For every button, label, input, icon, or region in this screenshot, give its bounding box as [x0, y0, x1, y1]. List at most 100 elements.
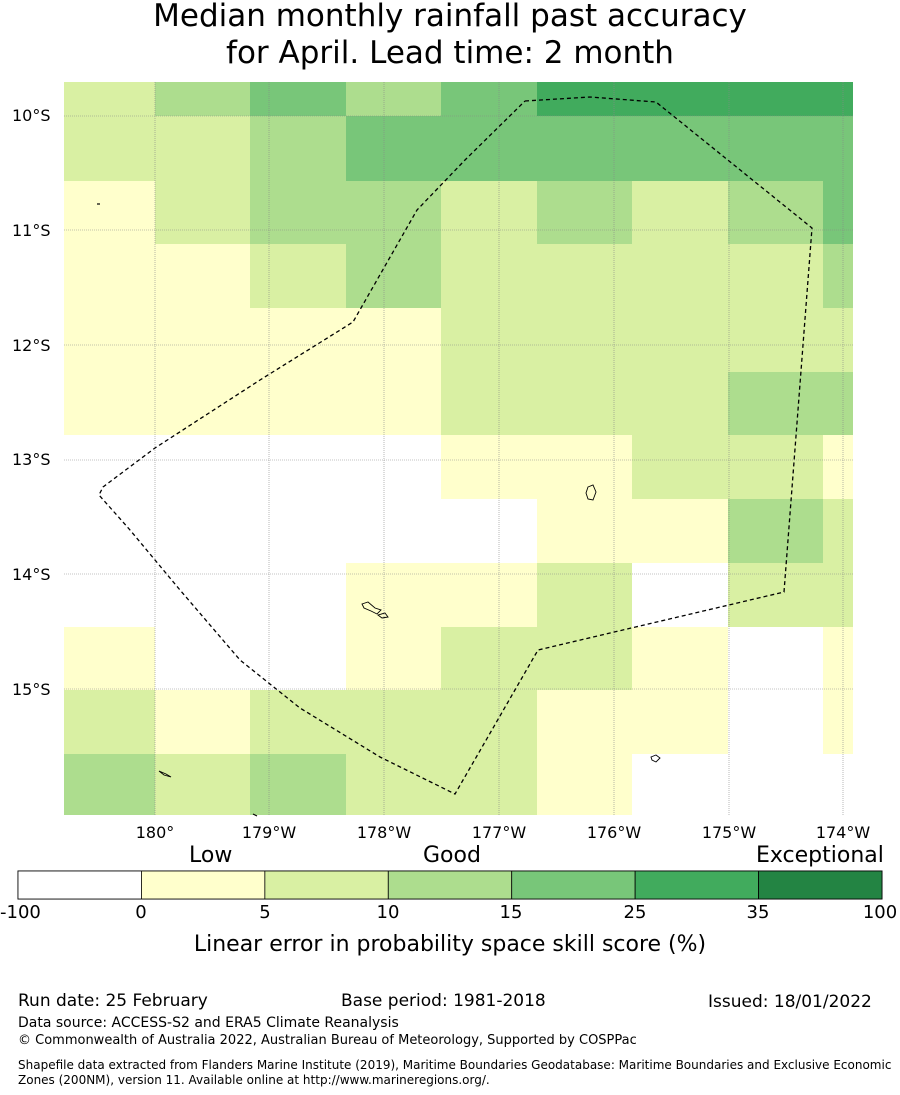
- grid-cell: [823, 116, 853, 181]
- grid-cell: [632, 308, 728, 372]
- lon-label-174w: 174°W: [816, 823, 871, 842]
- colorbar-swatch: [634, 870, 759, 900]
- grid-cell: [632, 116, 728, 181]
- grid-cell: [155, 435, 250, 499]
- grid-cell: [537, 627, 632, 690]
- colorbar-swatch: [264, 870, 389, 900]
- lat-label-15s: 15°S: [12, 680, 51, 699]
- grid-cell: [64, 563, 155, 627]
- grid-cell: [728, 563, 823, 627]
- grid-cell: [823, 754, 853, 815]
- grid-cell: [537, 116, 632, 181]
- grid-cell: [64, 372, 155, 435]
- grid-cell: [728, 499, 823, 563]
- issued-date: Issued: 18/01/2022: [708, 992, 872, 1012]
- islands: [97, 203, 661, 817]
- grid-cell: [632, 244, 728, 308]
- grid-cell: [441, 82, 537, 116]
- grid-cell: [632, 181, 728, 244]
- colorbar-swatch: [511, 870, 636, 900]
- colorbar-tick-10: 10: [376, 902, 400, 923]
- grid-cell: [823, 181, 853, 244]
- colorbar-swatch: [17, 870, 142, 900]
- grid-cell: [346, 82, 441, 116]
- grid-cell: [441, 308, 537, 372]
- colorbar-swatch: [758, 870, 883, 900]
- grid-cell: [346, 563, 441, 627]
- grid-cell: [64, 499, 155, 563]
- grid-cell: [64, 116, 155, 181]
- grid-cell: [155, 244, 250, 308]
- colorbar-label: Linear error in probability space skill …: [193, 932, 707, 957]
- grid-cell: [728, 754, 823, 815]
- grid-cell: [823, 690, 853, 754]
- grid-cell: [64, 435, 155, 499]
- grid-cell: [64, 244, 155, 308]
- grid-cell: [346, 499, 441, 563]
- grid-cell: [155, 82, 250, 116]
- colorbar-tick-35: 35: [746, 902, 770, 923]
- colorbar: [17, 870, 883, 900]
- grid-cell: [346, 116, 441, 181]
- shapefile-credit: Shapefile data extracted from Flanders M…: [18, 1058, 892, 1087]
- grid-cell: [155, 499, 250, 563]
- grid-cell: [346, 372, 441, 435]
- grid-cell: [632, 435, 728, 499]
- grid-cell: [823, 563, 853, 627]
- grid-cell: [632, 82, 728, 116]
- lon-label-180: 180°: [136, 823, 175, 842]
- colorbar-tick-25: 25: [623, 902, 647, 923]
- grid-cell: [441, 181, 537, 244]
- grid-cell: [346, 244, 441, 308]
- grid-cell: [64, 308, 155, 372]
- category-low: Low: [189, 843, 233, 868]
- map-title-line-1: Median monthly rainfall past accuracy: [153, 0, 747, 34]
- grid-cell: [250, 372, 346, 435]
- grid-cell: [441, 690, 537, 754]
- grid-cell: [632, 690, 728, 754]
- grid-cell: [537, 244, 632, 308]
- eez-boundary: [98, 96, 813, 795]
- grid-cell: [155, 563, 250, 627]
- lat-label-12s: 12°S: [12, 336, 51, 355]
- grid-cell: [64, 754, 155, 815]
- grid-cell: [537, 690, 632, 754]
- grid-cell: [250, 754, 346, 815]
- grid-cell: [346, 690, 441, 754]
- grid-cell: [728, 82, 823, 116]
- grid-cell: [250, 499, 346, 563]
- grid-cell: [441, 244, 537, 308]
- grid-cell: [537, 499, 632, 563]
- lat-label-11s: 11°S: [12, 221, 51, 240]
- skill-grid: [64, 82, 853, 815]
- grid-cell: [632, 499, 728, 563]
- grid-cell: [64, 690, 155, 754]
- grid-cell: [155, 754, 250, 815]
- grid-cell: [250, 435, 346, 499]
- graticule: [64, 82, 853, 815]
- grid-cell: [250, 181, 346, 244]
- data-source: Data source: ACCESS-S2 and ERA5 Climate …: [18, 1015, 399, 1031]
- grid-cell: [441, 754, 537, 815]
- grid-cell: [64, 181, 155, 244]
- grid-cell: [155, 627, 250, 690]
- grid-cell: [823, 372, 853, 435]
- grid-cell: [728, 435, 823, 499]
- copyright: © Commonwealth of Australia 2022, Austra…: [18, 1033, 637, 1048]
- grid-cell: [441, 499, 537, 563]
- grid-cell: [64, 627, 155, 690]
- lat-label-13s: 13°S: [12, 450, 51, 469]
- grid-cell: [537, 563, 632, 627]
- run-date: Run date: 25 February: [18, 991, 208, 1011]
- grid-cell: [728, 372, 823, 435]
- grid-cell: [346, 627, 441, 690]
- lon-label-177w: 177°W: [472, 823, 527, 842]
- colorbar-tick-100: 100: [862, 902, 898, 923]
- lon-label-178w: 178°W: [357, 823, 412, 842]
- lon-label-176w: 176°W: [587, 823, 642, 842]
- colorbar-tick-0: 0: [135, 902, 147, 923]
- map-title-line-2: for April. Lead time: 2 month: [226, 35, 674, 71]
- colorbar-tick-15: 15: [499, 902, 523, 923]
- grid-cell: [441, 116, 537, 181]
- grid-cell: [155, 372, 250, 435]
